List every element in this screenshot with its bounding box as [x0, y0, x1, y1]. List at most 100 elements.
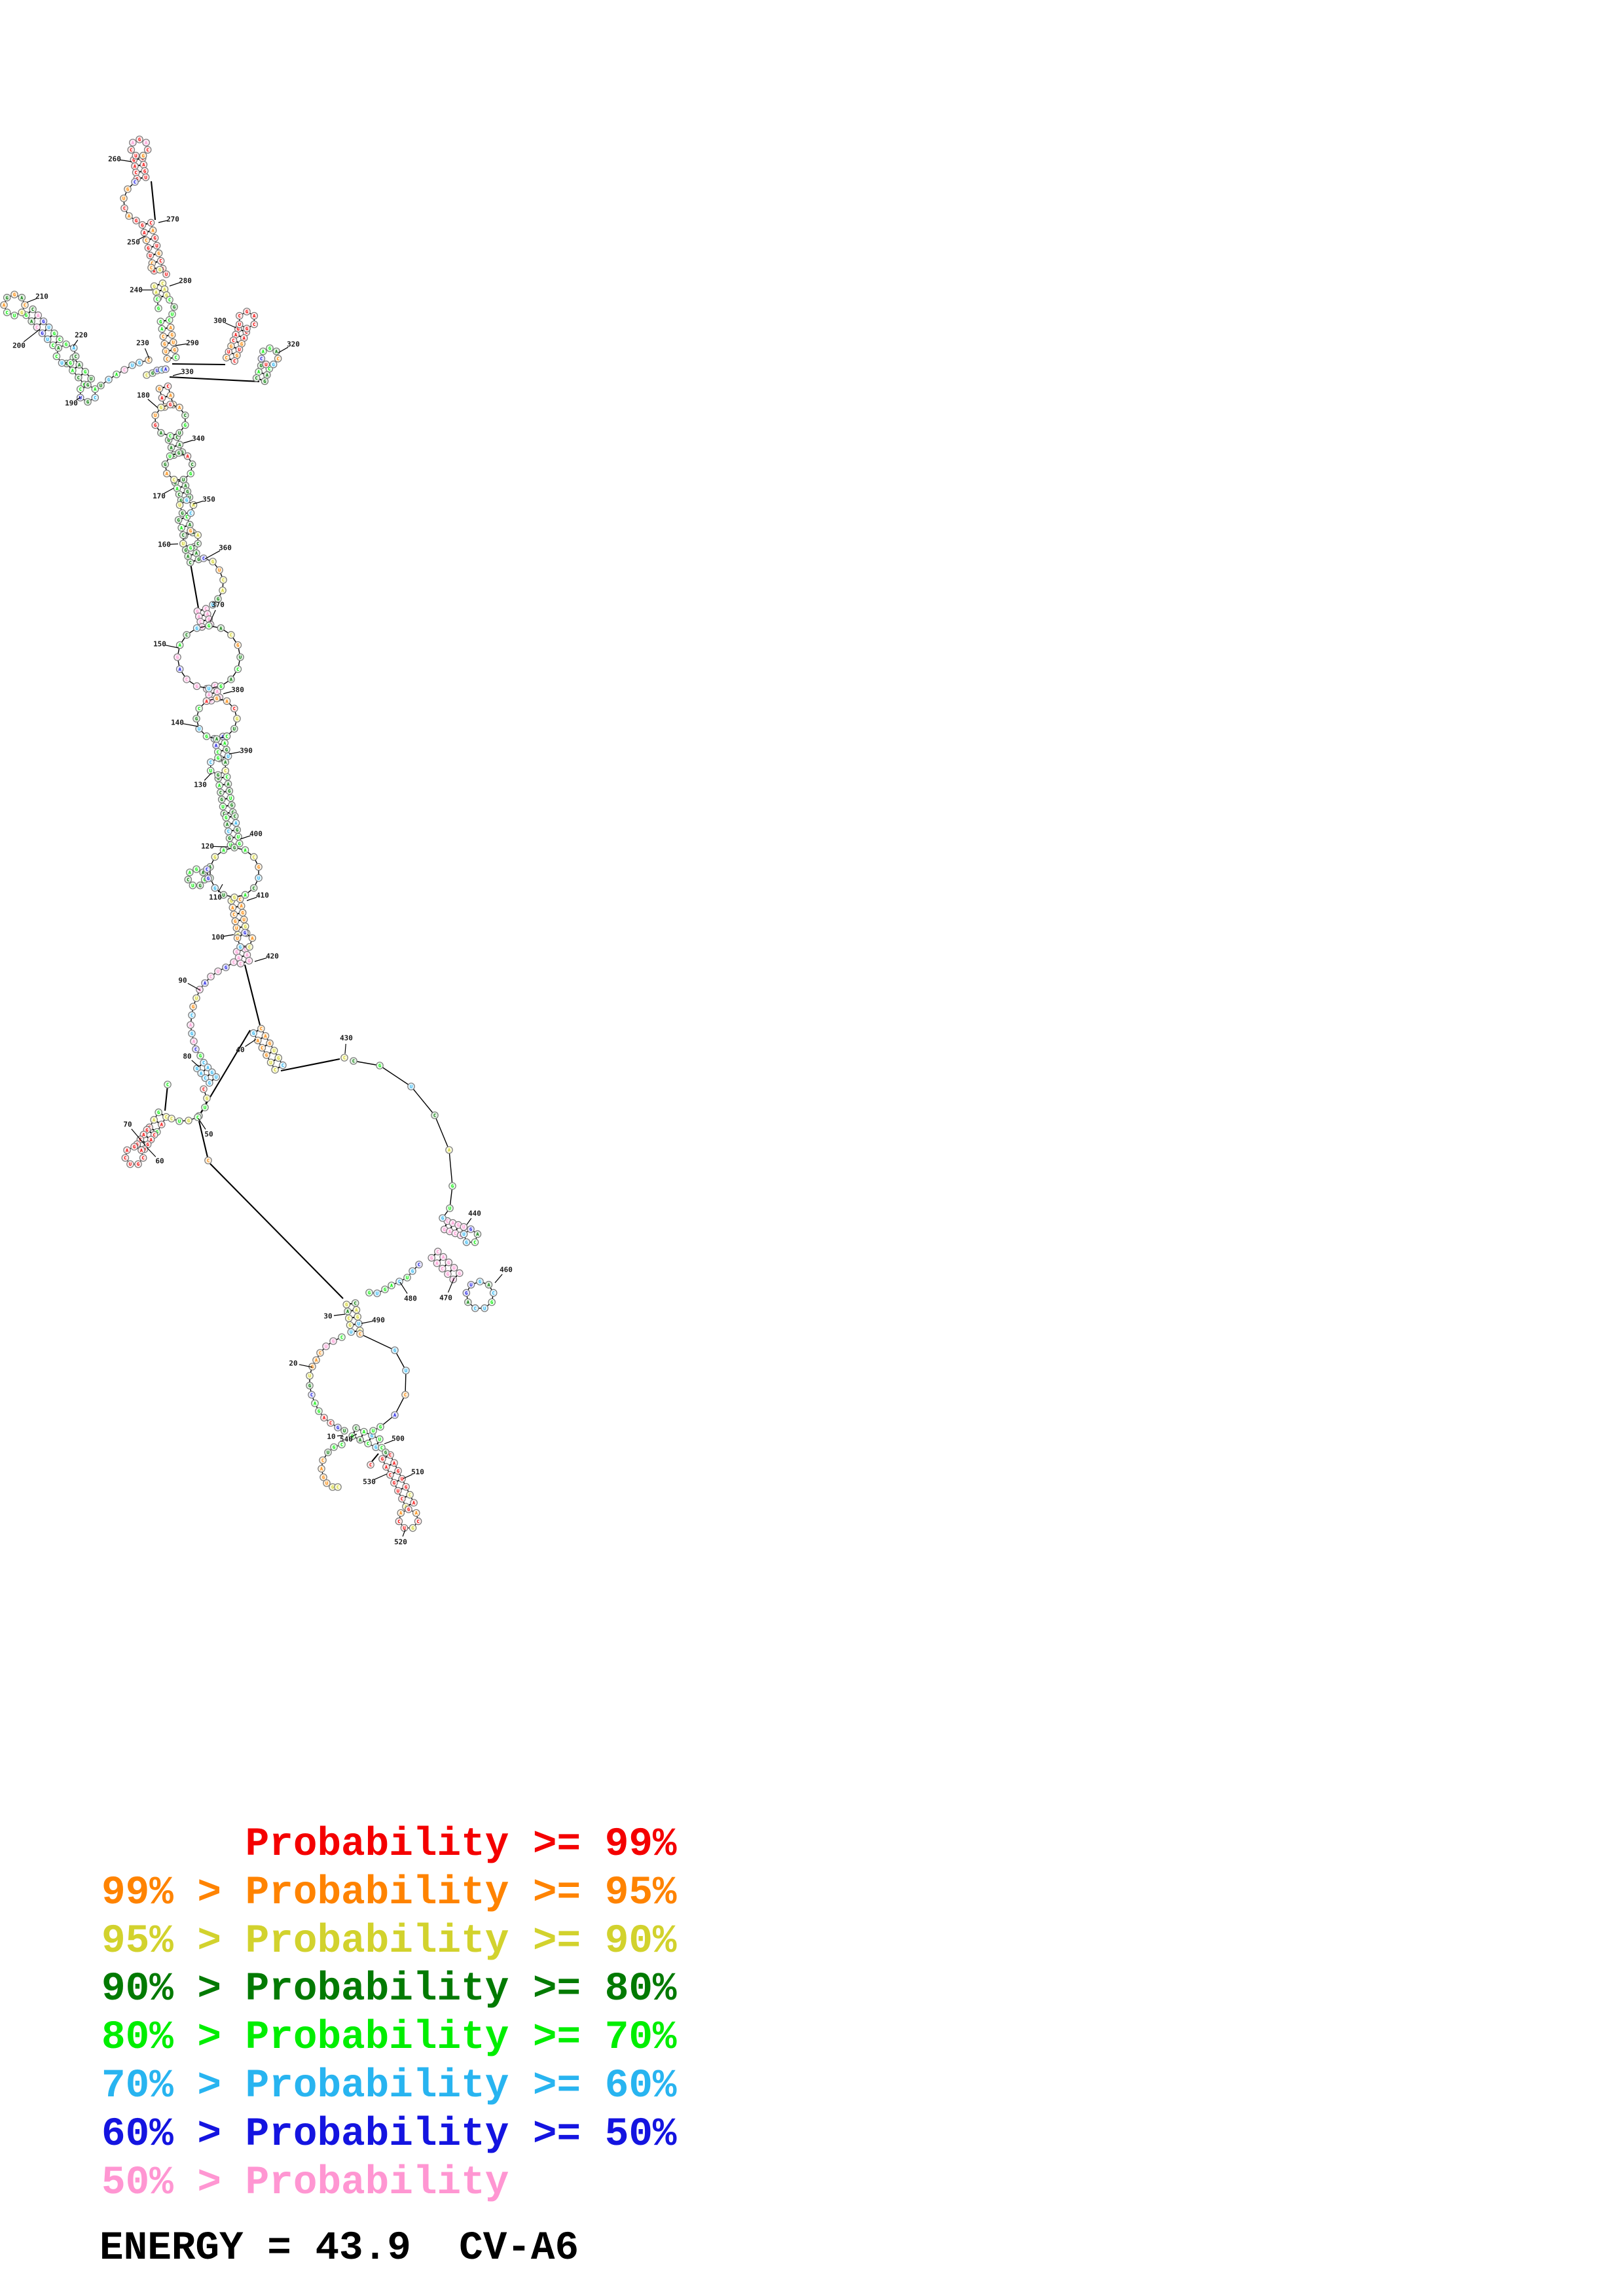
svg-text:A: A — [219, 625, 223, 631]
svg-text:G: G — [164, 461, 166, 467]
svg-text:A: A — [160, 326, 164, 332]
svg-text:G: G — [137, 1161, 139, 1167]
svg-text:A: A — [227, 781, 230, 787]
position-label-480: 480 — [399, 1282, 417, 1303]
svg-text:110: 110 — [209, 893, 222, 902]
svg-text:U: U — [243, 917, 246, 923]
svg-text:A: A — [221, 588, 225, 594]
svg-text:G: G — [179, 497, 182, 503]
svg-text:A: A — [244, 892, 247, 898]
svg-text:G: G — [167, 437, 170, 443]
svg-text:G: G — [228, 788, 230, 794]
svg-text:A: A — [244, 847, 247, 853]
energy-label: ENERGY = 43.9 CV-A6 — [100, 2226, 579, 2271]
svg-text:G: G — [157, 251, 160, 257]
svg-text:G: G — [348, 1322, 351, 1328]
svg-text:G: G — [240, 341, 243, 347]
svg-text:G: G — [163, 341, 166, 347]
position-label-150: 150 — [153, 640, 179, 649]
svg-text:A: A — [132, 139, 135, 145]
svg-text:A: A — [320, 1466, 323, 1472]
svg-text:C: C — [199, 619, 202, 625]
svg-text:U: U — [210, 768, 212, 774]
svg-text:G: G — [225, 747, 228, 753]
svg-text:C: C — [274, 1067, 276, 1073]
svg-text:410: 410 — [256, 891, 269, 900]
svg-text:C: C — [337, 1484, 339, 1490]
svg-text:A: A — [262, 348, 265, 354]
svg-text:G: G — [213, 885, 216, 891]
svg-text:C: C — [277, 355, 280, 361]
svg-text:G: G — [268, 1041, 271, 1047]
svg-text:G: G — [195, 683, 198, 689]
svg-text:A: A — [142, 1132, 145, 1138]
svg-text:G: G — [447, 1259, 450, 1265]
svg-text:A: A — [315, 1357, 318, 1363]
svg-text:G: G — [332, 1338, 335, 1344]
svg-text:G: G — [189, 545, 192, 551]
chain: CG — [203, 865, 212, 882]
svg-text:10: 10 — [327, 1433, 335, 1441]
svg-text:G: G — [411, 1268, 414, 1274]
position-label-370: 370 — [210, 601, 225, 622]
svg-text:A: A — [169, 393, 172, 399]
svg-text:U: U — [372, 1428, 374, 1434]
svg-text:G: G — [277, 1055, 280, 1061]
svg-text:G: G — [247, 958, 250, 963]
svg-text:G: G — [177, 450, 180, 456]
svg-text:C: C — [166, 384, 169, 389]
svg-text:G: G — [171, 332, 173, 338]
svg-text:C: C — [196, 541, 199, 547]
svg-text:G: G — [191, 1031, 193, 1037]
svg-text:330: 330 — [181, 368, 194, 376]
svg-text:A: A — [175, 486, 179, 492]
svg-text:U: U — [264, 361, 267, 367]
svg-text:G: G — [181, 510, 183, 516]
svg-text:C: C — [234, 813, 236, 819]
svg-text:A: A — [264, 1033, 267, 1039]
svg-text:A: A — [266, 372, 269, 378]
svg-text:G: G — [138, 137, 141, 143]
svg-text:G: G — [443, 1227, 446, 1232]
svg-text:150: 150 — [153, 640, 166, 649]
svg-text:C: C — [433, 1113, 436, 1119]
svg-text:U: U — [233, 726, 236, 732]
legend-row-5: 80% > Probability >= 70% — [101, 2015, 677, 2061]
svg-text:C: C — [232, 960, 235, 965]
svg-text:G: G — [252, 1030, 255, 1036]
svg-text:C: C — [282, 1062, 284, 1068]
svg-text:G: G — [384, 1450, 387, 1456]
svg-text:G: G — [236, 642, 239, 648]
svg-text:G: G — [244, 924, 247, 929]
svg-text:A: A — [435, 1261, 439, 1266]
svg-text:G: G — [6, 295, 9, 300]
svg-text:G: G — [235, 949, 238, 955]
svg-text:A: A — [451, 1220, 454, 1226]
svg-text:U: U — [13, 313, 16, 319]
position-label-240: 240 — [130, 286, 153, 295]
svg-text:210: 210 — [35, 293, 48, 301]
svg-text:G: G — [225, 815, 227, 821]
svg-text:U: U — [188, 494, 191, 500]
svg-text:U: U — [236, 935, 238, 941]
svg-text:C: C — [204, 1075, 206, 1081]
svg-text:A: A — [20, 295, 24, 300]
svg-text:U: U — [149, 253, 151, 259]
position-label-110: 110 — [209, 884, 223, 902]
svg-text:G: G — [411, 1525, 414, 1531]
svg-text:380: 380 — [231, 686, 244, 694]
svg-text:C: C — [221, 734, 224, 740]
svg-text:C: C — [145, 372, 148, 378]
